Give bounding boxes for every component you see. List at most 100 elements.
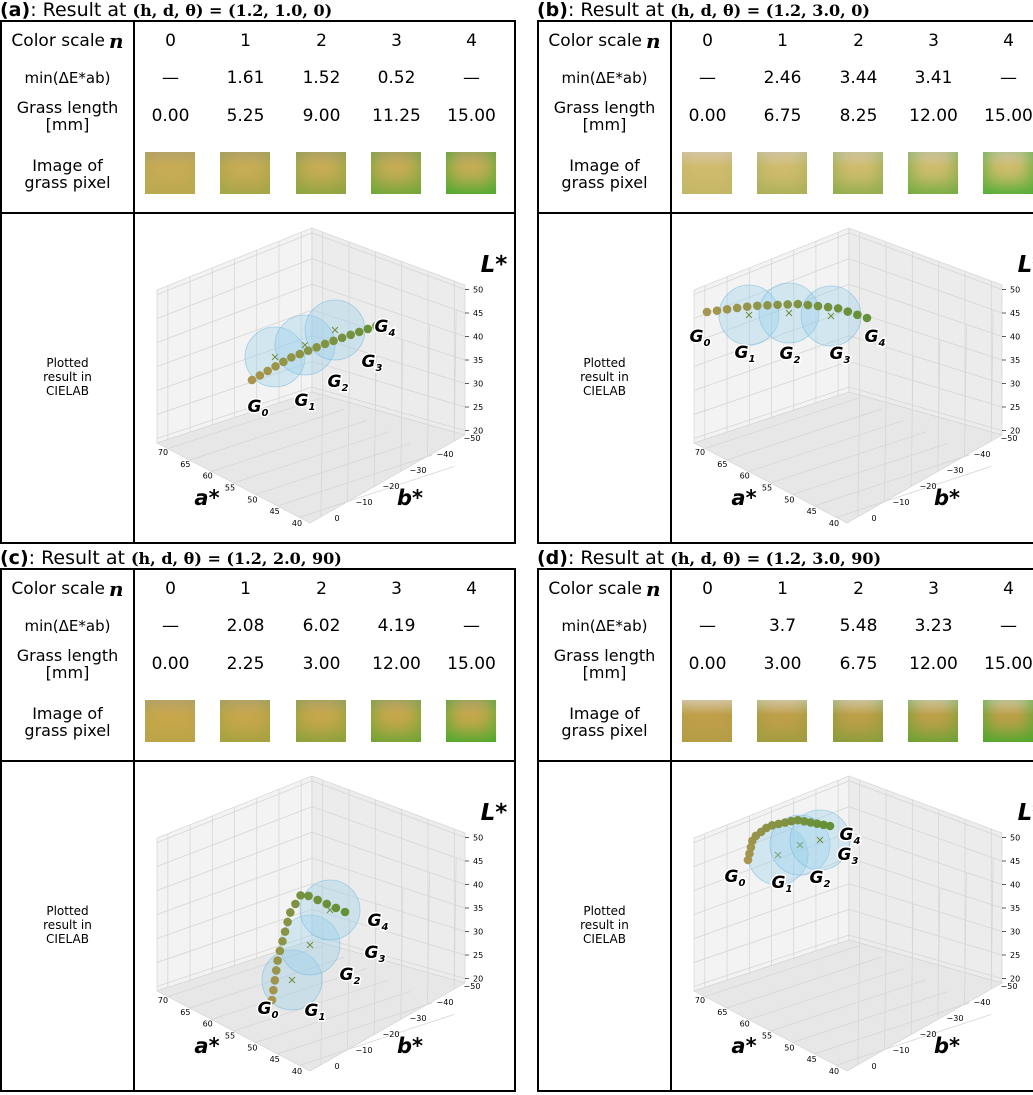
group-letter: G	[772, 873, 786, 893]
cielab-plot: 706560555045400−10−20−30−40−502025303540…	[156, 227, 507, 528]
title-text: : Result at	[30, 0, 133, 21]
grid-line	[693, 386, 850, 439]
grid-line	[910, 903, 914, 1035]
group-label: G4	[840, 825, 861, 847]
color-point	[812, 819, 822, 828]
grid-line	[255, 991, 411, 1043]
axis-label: a*	[194, 486, 219, 510]
color-point	[303, 346, 313, 356]
a-tick-label: 45	[807, 507, 817, 516]
panel-title: (a): Result at (h, d, θ) = (1.2, 1.0, 0)	[0, 0, 332, 20]
column-header: 3	[928, 579, 939, 599]
a-tick-label: 65	[717, 1008, 727, 1017]
grid-line	[814, 1002, 970, 1055]
group-letter: G	[305, 1001, 319, 1021]
grass-length: 6.75	[763, 106, 802, 126]
grid-line	[693, 309, 850, 367]
group-subscript: 3	[844, 355, 851, 366]
grid-line	[233, 979, 389, 1032]
grass-length: 0.00	[151, 106, 190, 126]
grass-length: 3.00	[763, 654, 802, 674]
group-letter: G	[838, 845, 852, 865]
grid-line	[311, 934, 466, 979]
row-header: Image of grass pixel	[561, 704, 648, 740]
grass-image	[296, 700, 346, 742]
L-tick-label: 50	[473, 834, 483, 843]
axis-label: a*	[194, 1034, 219, 1058]
color-point	[732, 303, 742, 313]
color-point	[853, 310, 862, 320]
column-header: 2	[853, 31, 864, 51]
a-tick-label: 70	[158, 448, 168, 457]
color-point	[806, 818, 815, 827]
panel-label: (c)	[0, 548, 29, 569]
axis-label: L*	[1018, 800, 1033, 826]
grid-line	[748, 420, 904, 472]
b-tick-label: −40	[437, 998, 454, 1007]
grid-line	[910, 355, 914, 487]
column-header: 0	[165, 579, 176, 599]
grass-image	[682, 152, 732, 194]
group-label: G1	[295, 391, 316, 413]
row-header: min(ΔE*ab)	[24, 616, 111, 635]
color-point	[380, 318, 390, 328]
min-delta-e: 6.02	[302, 616, 341, 636]
group-letter: G	[340, 965, 354, 985]
color-point	[295, 349, 305, 359]
b-tick-label: −20	[920, 482, 937, 491]
row-header-symbol: n	[646, 28, 661, 53]
b-tick-label: −50	[464, 982, 481, 991]
group-subscript: 0	[262, 408, 269, 419]
panel-label: (b)	[537, 0, 568, 21]
grid-line	[233, 431, 389, 484]
min-delta-e: 0.52	[377, 68, 416, 88]
title-text: : Result at	[567, 0, 671, 21]
b-tick-label: −10	[893, 1046, 910, 1055]
grid-line	[311, 831, 466, 885]
min-delta-e: 1.61	[226, 68, 265, 88]
group-letter: G	[810, 868, 824, 888]
L-tick-label: 45	[1010, 857, 1020, 866]
L-tick-label: 50	[473, 286, 483, 295]
column-header: 0	[165, 31, 176, 51]
color-point	[313, 895, 322, 905]
L-tick-label: 40	[1010, 333, 1020, 342]
grass-length: 2.25	[226, 654, 265, 674]
min-delta-e: 4.19	[377, 616, 416, 636]
color-point	[793, 815, 803, 825]
group-label: G2	[780, 344, 801, 366]
group-subscript: 0	[704, 338, 711, 349]
a-tick-label: 40	[829, 519, 839, 528]
color-point	[247, 375, 257, 385]
color-point	[275, 946, 285, 956]
a-tick-label: 50	[247, 1043, 257, 1052]
row-header: Color scale n	[539, 570, 670, 608]
group-subscript: 3	[379, 954, 386, 965]
column-header: 0	[702, 579, 713, 599]
a-tick-label: 40	[829, 1067, 839, 1076]
grass-length: 5.25	[226, 106, 265, 126]
panel: (b): Result at (h, d, θ) = (1.2, 3.0, 0)…	[537, 0, 1033, 547]
a-tick-label: 45	[270, 1055, 280, 1064]
color-point	[722, 305, 732, 314]
L-tick-label: 25	[473, 951, 483, 960]
color-point	[753, 301, 762, 311]
color-point	[783, 300, 792, 309]
grid-line	[848, 857, 1003, 909]
L-tick-label: 20	[473, 975, 483, 984]
grid-line	[156, 831, 313, 891]
min-delta-e: —	[463, 616, 480, 636]
row-header: Grass length [mm]	[553, 646, 656, 682]
min-delta-e: —	[463, 68, 480, 88]
grid-line	[320, 385, 324, 517]
grid-line	[320, 933, 324, 1065]
row-separator	[0, 760, 516, 762]
sphere-center	[331, 326, 339, 334]
table-border	[0, 20, 516, 544]
a-tick-label: 55	[225, 1032, 235, 1041]
group-letter: G	[258, 999, 272, 1019]
grid-line	[848, 780, 1003, 838]
color-point	[363, 324, 373, 334]
column-header: 3	[391, 31, 402, 51]
grass-image	[371, 152, 421, 194]
